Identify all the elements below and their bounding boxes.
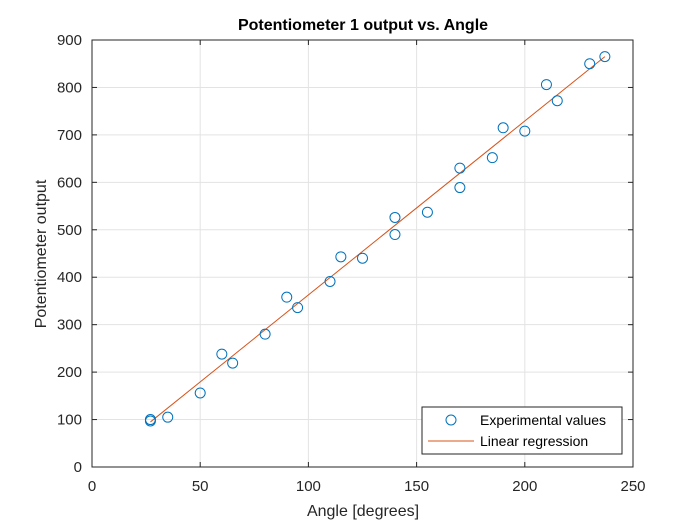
y-tick-label: 300: [57, 317, 82, 334]
data-point: [227, 357, 239, 369]
y-tick-label: 500: [57, 222, 82, 239]
y-tick-label: 400: [57, 269, 82, 286]
x-tick-label: 0: [88, 478, 96, 495]
plot-series: [144, 51, 611, 427]
y-tick-label: 800: [57, 79, 82, 96]
data-point: [454, 162, 466, 174]
x-tick-label: 150: [404, 478, 429, 495]
axis-ticks: 0 50 100 150 200 250 0 100 200 300 400 500 600 700 800…: [57, 32, 646, 495]
plot-area-border: [91, 39, 634, 468]
y-tick-label: 600: [57, 174, 82, 191]
legend-box: [421, 406, 623, 455]
data-point: [281, 291, 293, 303]
x-tick-label: 200: [512, 478, 537, 495]
chart-title: Potentiometer 1 output vs. Angle: [238, 17, 488, 34]
y-tick-label: 100: [57, 412, 82, 429]
data-point: [194, 387, 206, 399]
data-point: [497, 122, 509, 134]
data-point: [335, 251, 347, 263]
data-point: [454, 182, 466, 194]
data-point: [599, 51, 611, 63]
data-point: [162, 411, 174, 423]
regression-line: [150, 56, 606, 423]
data-point: [389, 229, 401, 241]
y-tick-label: 700: [57, 127, 82, 144]
legend: Experimental values Linear regression: [421, 406, 623, 455]
x-axis-label: Angle [degrees]: [307, 503, 419, 520]
y-tick-label: 200: [57, 364, 82, 381]
data-point: [216, 348, 228, 360]
legend-marker-experimental-values: [445, 414, 457, 426]
x-tick-label: 50: [192, 478, 209, 495]
data-point: [259, 328, 271, 340]
y-tick-label: 900: [57, 32, 82, 49]
data-point: [540, 79, 552, 91]
legend-label-experimental-values: Experimental values: [480, 412, 606, 428]
data-point: [584, 58, 596, 70]
data-point: [324, 275, 336, 287]
y-tick-label: 0: [74, 459, 82, 476]
y-axis-label: Potentiometer output: [33, 179, 50, 328]
data-point: [551, 95, 563, 107]
data-point: [421, 206, 433, 218]
data-point: [389, 211, 401, 223]
data-point: [519, 125, 531, 137]
data-point: [357, 252, 368, 264]
x-tick-label: 250: [620, 478, 645, 495]
data-point: [292, 302, 304, 314]
x-tick-label: 100: [296, 478, 321, 495]
data-point: [486, 152, 498, 164]
legend-label-linear-regression: Linear regression: [480, 433, 588, 449]
data-point: [144, 415, 156, 427]
